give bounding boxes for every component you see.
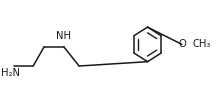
Text: NH: NH [56,31,71,41]
Text: CH₃: CH₃ [193,39,211,49]
Text: O: O [178,39,186,49]
Text: H₂N: H₂N [1,68,20,78]
